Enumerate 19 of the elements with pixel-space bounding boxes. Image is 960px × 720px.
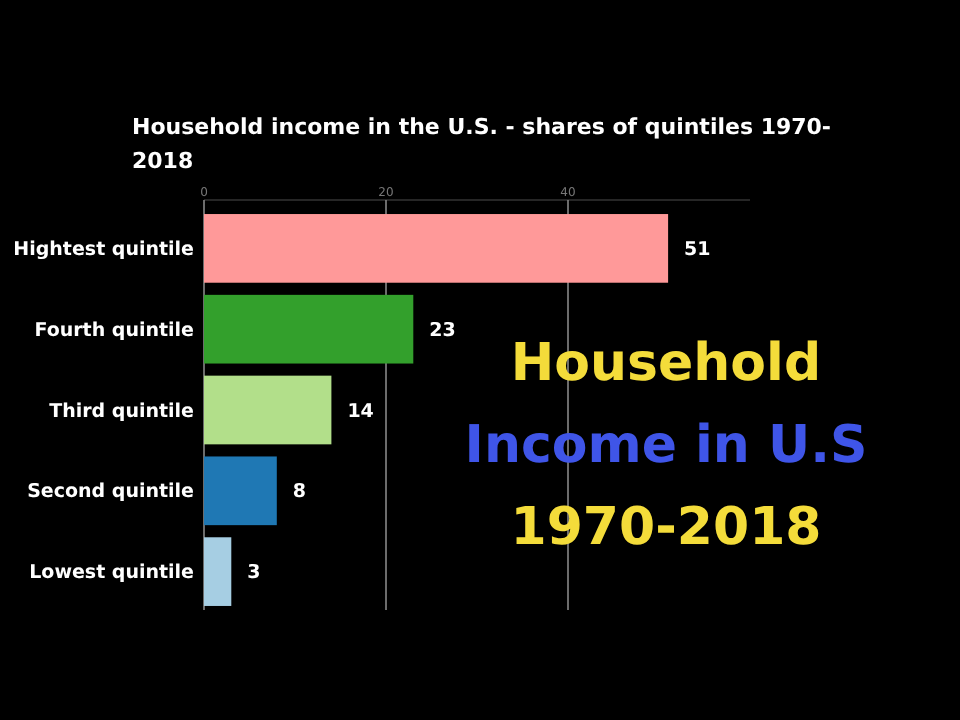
chart-title: Household income in the U.S. - shares of quintiles 1970-2018 [132,114,832,174]
data-label: 8 [292,481,307,504]
data-label: 14 [347,400,375,423]
y-tick-label: Second quintile [27,481,194,504]
annotation: Income in U.S [464,416,868,476]
y-tick-label: Lowest quintile [29,562,194,585]
y-tick-label: Third quintile [49,400,194,423]
data-label: 3 [247,562,261,585]
bar [204,214,669,283]
bar [204,294,414,364]
bar [204,456,277,526]
data-label: 23 [429,319,456,342]
y-tick-label: Fourth quintile [34,319,194,342]
bar [204,375,332,445]
y-tick-label: Hightest quintile [13,239,194,262]
data-label: 51 [684,239,711,262]
annotation: 1970-2018 [510,498,822,558]
annotation: Household [510,334,822,394]
bar [204,537,232,606]
